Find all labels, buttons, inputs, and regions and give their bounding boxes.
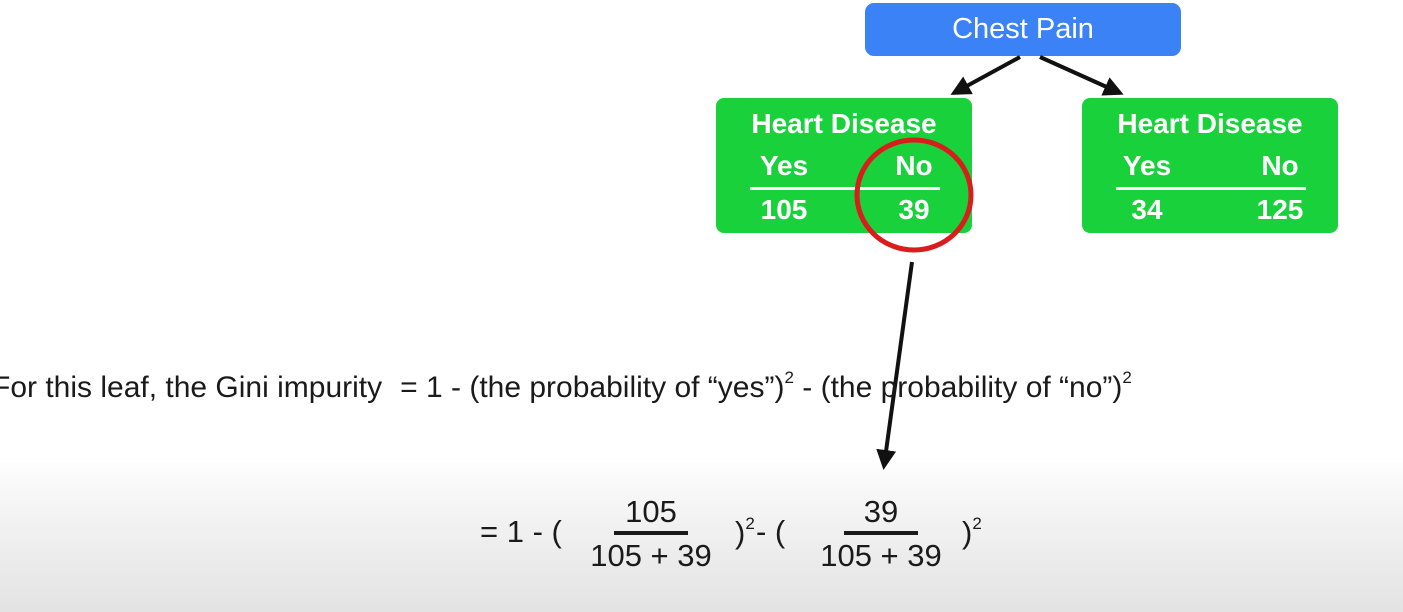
right-leaf-yes-value: 34 [1131,194,1163,225]
formula-exponent-1: 2 [745,514,755,533]
root-node-chest-pain: Chest Pain [865,3,1181,56]
gini-sentence-exponent-2: 2 [1122,368,1132,387]
right-leaf-divider [1116,187,1306,190]
left-leaf-no-value: 39 [898,194,930,225]
left-leaf-divider [750,187,940,190]
right-leaf-no-value: 125 [1256,194,1304,225]
gini-sentence-middle: - (the probability of “no”) [793,371,1123,404]
root-node-label: Chest Pain [952,13,1094,45]
left-leaf-no-label: No [895,150,933,181]
right-leaf-no-label: No [1261,150,1299,181]
arrow-root-to-right-leaf [1039,55,1124,96]
formula-mid: - ( [756,514,786,549]
fraction-yes-denominator: 105 + 39 [590,538,712,573]
right-leaf-node: Heart Disease Yes No 34 125 [1082,98,1338,233]
gini-sentence-rhs: = 1 - (the probability of “yes”) [400,371,785,404]
arrow-root-to-left-leaf [950,55,1021,95]
left-leaf-yes-label: Yes [759,150,809,181]
formula-lead: = 1 - ( [480,514,562,549]
left-leaf-node: Heart Disease Yes No 105 39 [716,98,972,233]
fraction-no-numerator: 39 [863,494,899,529]
fraction-yes-bar [614,531,688,535]
formula-close-1: )2 [735,514,755,551]
left-leaf-title: Heart Disease [751,108,937,139]
left-leaf-yes-value: 105 [760,194,808,225]
formula-close-paren-1: ) [735,515,746,550]
right-leaf-title: Heart Disease [1117,108,1303,139]
formula-close-2: )2 [962,514,982,551]
fraction-no-denominator: 105 + 39 [820,538,942,573]
fraction-no-bar [844,531,918,535]
formula-exponent-2: 2 [972,514,982,533]
highlight-circle [854,137,974,253]
right-leaf-yes-label: Yes [1122,150,1172,181]
formula-close-paren-2: ) [962,515,973,550]
gini-sentence-exponent-1: 2 [784,368,794,387]
gini-explanation-sentence: For this leaf, the Gini impurity = 1 - (t… [0,368,1132,405]
arrow-leaf-to-formula [876,261,914,470]
gini-sentence-prefix: For this leaf, the Gini impurity [0,371,383,404]
fraction-yes-numerator: 105 [625,494,677,529]
